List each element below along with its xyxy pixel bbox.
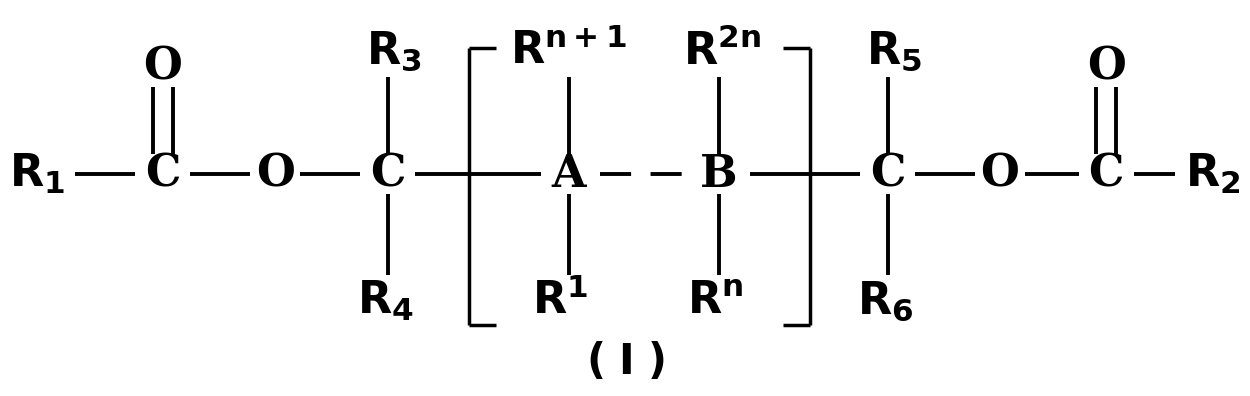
Text: C: C (1089, 153, 1124, 196)
Text: $\mathbf{R_2}$: $\mathbf{R_2}$ (1185, 152, 1240, 196)
Text: $\mathbf{R_1}$: $\mathbf{R_1}$ (10, 152, 65, 196)
Text: O: O (1088, 46, 1126, 89)
Text: $\mathbf{( \ I \ )}$: $\mathbf{( \ I \ )}$ (585, 341, 665, 383)
Text: $\mathbf{R^n}$: $\mathbf{R^n}$ (686, 279, 744, 323)
Text: C: C (145, 153, 180, 196)
Text: A: A (551, 153, 586, 196)
Text: $\mathbf{R_5}$: $\mathbf{R_5}$ (866, 30, 921, 73)
Text: $\mathbf{R_3}$: $\mathbf{R_3}$ (366, 30, 421, 73)
Text: C: C (370, 153, 405, 196)
Text: $\mathbf{R^1}$: $\mathbf{R^1}$ (532, 279, 588, 323)
Text: O: O (981, 153, 1020, 196)
Text: O: O (142, 46, 182, 89)
Text: $\mathbf{R_4}$: $\mathbf{R_4}$ (356, 279, 414, 323)
Text: C: C (870, 153, 905, 196)
Text: $\mathbf{R^{n+1}}$: $\mathbf{R^{n+1}}$ (510, 30, 628, 73)
Text: B: B (700, 153, 738, 196)
Text: O: O (256, 153, 295, 196)
Text: $\mathbf{R^{2n}}$: $\mathbf{R^{2n}}$ (684, 29, 761, 74)
Text: $\mathbf{R_6}$: $\mathbf{R_6}$ (856, 279, 914, 323)
